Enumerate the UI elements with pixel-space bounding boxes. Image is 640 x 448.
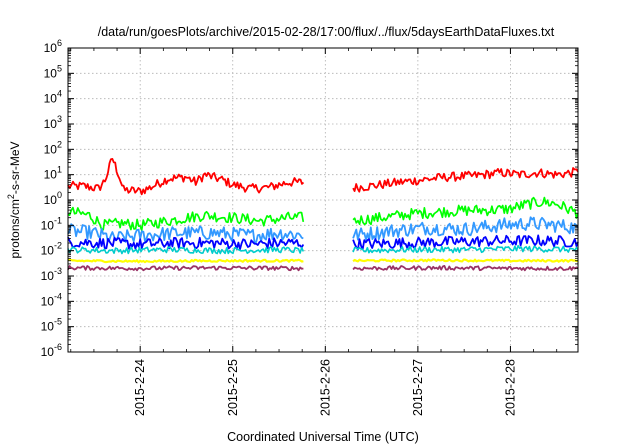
y-tick-label: 103 xyxy=(44,114,62,131)
y-tick-label: 10-6 xyxy=(41,342,62,359)
x-tick-label: 2015-2-25 xyxy=(226,359,240,416)
x-tick-label: 2015-2-24 xyxy=(133,359,147,416)
y-label-pre: protons/cm xyxy=(8,199,22,258)
series-line xyxy=(67,223,304,243)
y-tick-label: 10-4 xyxy=(41,291,62,308)
series-line xyxy=(352,244,579,254)
series-line xyxy=(352,196,579,226)
grid xyxy=(68,48,578,352)
y-tick-label: 10-3 xyxy=(41,266,62,283)
x-axis: 2015-2-24 2015-2-25 2015-2-26 2015-2-27 2015… xyxy=(70,48,558,416)
series-line xyxy=(352,265,579,272)
series-line xyxy=(352,167,579,193)
y-tick-label: 10-1 xyxy=(41,215,62,232)
series-group xyxy=(67,158,579,272)
y-tick-label: 106 xyxy=(44,38,62,55)
y-tick-label: 101 xyxy=(44,165,62,182)
series-line xyxy=(352,234,579,251)
y-tick-label: 100 xyxy=(44,190,62,207)
y-tick-label: 10-5 xyxy=(41,317,62,334)
series-line xyxy=(67,265,304,272)
series-line xyxy=(67,206,305,231)
x-tick-label: 2015-2-27 xyxy=(411,359,425,416)
series-line xyxy=(352,216,579,241)
series-line xyxy=(67,246,305,255)
y-tick-label: 104 xyxy=(44,89,62,106)
y-tick-label: 102 xyxy=(44,139,62,156)
series-line xyxy=(352,258,579,263)
series-line xyxy=(67,158,305,196)
series-line xyxy=(67,236,305,251)
y-tick-label: 105 xyxy=(44,63,62,80)
x-axis-label: Coordinated Universal Time (UTC) xyxy=(227,430,419,444)
chart-title: /data/run/goesPlots/archive/2015-02-28/1… xyxy=(98,25,555,39)
y-tick-label: 10-2 xyxy=(41,241,62,258)
y-label-post: -s-sr-MeV xyxy=(8,141,22,194)
x-tick-label: 2015-2-28 xyxy=(503,359,517,416)
y-axis: 10-6 10-5 10-4 10-3 10-2 10-1 100 101 102 103 104 1… xyxy=(41,38,578,359)
y-axis-label: protons/cm2-s-sr-MeV xyxy=(6,141,22,258)
y-label-sup: 2 xyxy=(6,194,16,199)
series-line xyxy=(67,258,304,264)
x-tick-label: 2015-2-26 xyxy=(318,359,332,416)
